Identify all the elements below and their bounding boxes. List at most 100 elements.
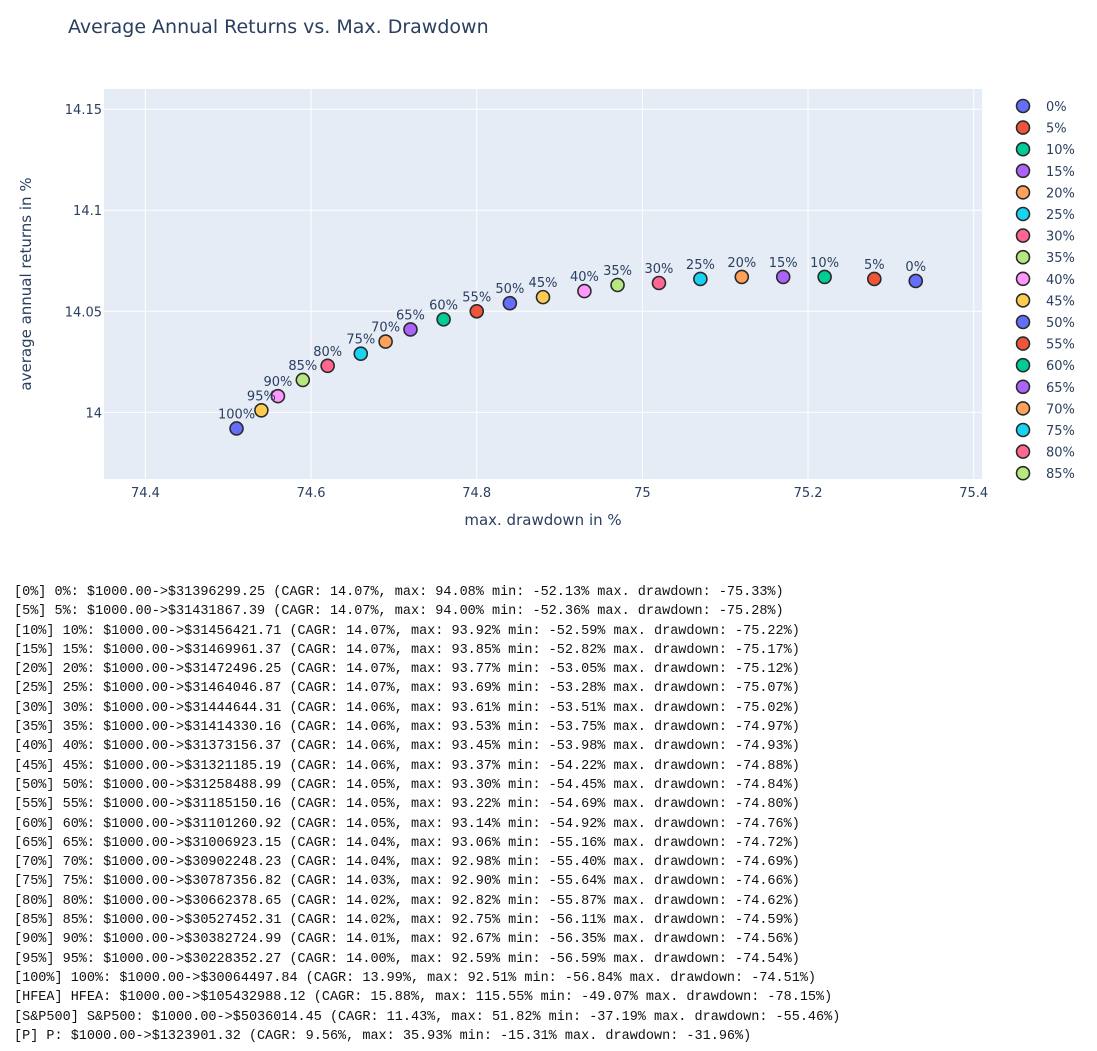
scatter-chart: Average Annual Returns vs. Max. Drawdown…: [17, 16, 1075, 529]
log-line: [0%] 0%: $1000.00->$31396299.25 (CAGR: 1…: [14, 585, 784, 600]
legend-label: 15%: [1046, 165, 1075, 180]
log-line: [40%] 40%: $1000.00->$31373156.37 (CAGR:…: [14, 739, 800, 755]
data-point: [734, 269, 750, 285]
legend-label: 65%: [1046, 381, 1075, 396]
legend-label: 0%: [1046, 100, 1067, 115]
data-point: [403, 322, 418, 337]
point-label: 30%: [645, 262, 674, 277]
legend-item[interactable]: 75%: [1015, 422, 1075, 440]
legend-marker: [1015, 206, 1031, 222]
legend-item[interactable]: 0%: [1015, 98, 1067, 116]
legend-item[interactable]: 80%: [1015, 444, 1075, 461]
y-tick-label: 14: [85, 406, 102, 421]
log-line: [25%] 25%: $1000.00->$31464046.87 (CAGR:…: [14, 681, 800, 697]
data-point: [270, 388, 286, 404]
legend-marker: [1015, 401, 1031, 416]
legend-item[interactable]: 55%: [1015, 336, 1075, 353]
point-label: 10%: [810, 256, 839, 271]
legend-item[interactable]: 20%: [1015, 185, 1075, 202]
y-axis-ticks: 14 14.05 14.1 14.15: [65, 103, 102, 421]
legend-label: 30%: [1046, 230, 1075, 245]
legend-item[interactable]: 10%: [1015, 141, 1075, 159]
legend-marker: [1015, 444, 1031, 459]
data-point: [229, 421, 244, 436]
data-point: [817, 269, 832, 285]
legend-item[interactable]: 15%: [1015, 163, 1075, 180]
point-label: 95%: [247, 389, 276, 404]
data-point: [378, 334, 393, 349]
legend-marker: [1015, 379, 1031, 395]
point-label: 100%: [218, 407, 255, 422]
grid-lines: [104, 89, 982, 479]
x-axis-ticks: 74.4 74.6 74.8 75 75.2 75.4: [131, 486, 988, 501]
x-tick-label: 74.8: [462, 486, 491, 501]
x-tick-label: 75.4: [959, 486, 988, 501]
point-label: 80%: [313, 345, 342, 360]
legend-item[interactable]: 60%: [1015, 357, 1075, 375]
legend[interactable]: 0% 5% 10% 15% 20% 25% 30% 35% 40% 45% 50% 55% 60% 65%…: [1015, 98, 1075, 483]
point-label: 70%: [371, 321, 400, 336]
legend-item[interactable]: 65%: [1015, 379, 1075, 396]
point-label: 0%: [905, 260, 926, 275]
log-line: [95%] 95%: $1000.00->$30228352.27 (CAGR:…: [14, 951, 800, 967]
data-point: [867, 271, 882, 287]
legend-item[interactable]: 30%: [1015, 228, 1075, 245]
legend-label: 70%: [1046, 402, 1075, 417]
legend-item[interactable]: 50%: [1015, 314, 1075, 332]
legend-marker: [1015, 228, 1031, 243]
log-line: [HFEA] HFEA: $1000.00->$105432988.12 (CA…: [14, 990, 833, 1006]
log-line: [20%] 20%: $1000.00->$31472496.25 (CAGR:…: [14, 662, 800, 678]
log-line: [55%] 55%: $1000.00->$31185150.16 (CAGR:…: [14, 797, 800, 813]
legend-marker: [1015, 293, 1031, 308]
legend-marker: [1015, 465, 1031, 481]
data-point: [651, 275, 667, 291]
x-tick-label: 74.6: [297, 486, 326, 501]
legend-item[interactable]: 85%: [1015, 465, 1075, 483]
data-point: [295, 372, 311, 388]
x-tick-label: 75: [634, 486, 651, 501]
log-line: [35%] 35%: $1000.00->$31414330.16 (CAGR:…: [14, 720, 800, 736]
legend-item[interactable]: 25%: [1015, 206, 1075, 224]
legend-item[interactable]: 35%: [1015, 249, 1075, 267]
log-line: [60%] 60%: $1000.00->$31101260.92 (CAGR:…: [14, 816, 800, 832]
data-point: [535, 289, 551, 305]
point-label: 20%: [727, 256, 756, 271]
log-line: [80%] 80%: $1000.00->$30662378.65 (CAGR:…: [14, 893, 800, 909]
data-point: [775, 269, 791, 285]
log-line: [65%] 65%: $1000.00->$31006923.15 (CAGR:…: [14, 835, 800, 851]
legend-marker: [1015, 422, 1031, 438]
legend-item[interactable]: 70%: [1015, 401, 1075, 418]
log-line: [85%] 85%: $1000.00->$30527452.31 (CAGR:…: [14, 913, 800, 929]
data-point: [610, 277, 625, 293]
data-point: [436, 312, 451, 327]
legend-item[interactable]: 45%: [1015, 293, 1075, 310]
legend-marker: [1015, 249, 1031, 265]
point-label: 40%: [570, 270, 599, 285]
data-point: [320, 358, 335, 374]
legend-label: 50%: [1046, 316, 1075, 331]
legend-label: 75%: [1046, 424, 1075, 439]
legend-label: 5%: [1046, 122, 1067, 137]
legend-item[interactable]: 5%: [1015, 120, 1067, 137]
point-label: 35%: [603, 264, 632, 279]
point-label: 85%: [288, 359, 317, 374]
legend-marker: [1015, 141, 1031, 157]
data-point: [502, 295, 518, 311]
legend-marker: [1015, 314, 1031, 330]
log-line: [S&P500] S&P500: $1000.00->$5036014.45 (…: [14, 1009, 841, 1025]
data-point: [908, 273, 924, 289]
data-point: [693, 271, 708, 287]
point-label: 65%: [396, 308, 425, 323]
x-tick-label: 74.4: [131, 486, 160, 501]
legend-label: 40%: [1046, 273, 1075, 288]
legend-label: 80%: [1046, 446, 1075, 461]
x-axis-label: max. drawdown in %: [464, 511, 621, 529]
legend-label: 20%: [1046, 186, 1075, 201]
point-label: 15%: [769, 256, 798, 271]
log-line: [30%] 30%: $1000.00->$31444644.31 (CAGR:…: [14, 700, 800, 716]
legend-item[interactable]: 40%: [1015, 271, 1075, 288]
log-line: [P] P: $1000.00->$1323901.32 (CAGR: 9.56…: [14, 1028, 752, 1044]
plot-area: [104, 89, 982, 479]
point-label: 50%: [495, 282, 524, 297]
point-label: 75%: [346, 333, 375, 348]
